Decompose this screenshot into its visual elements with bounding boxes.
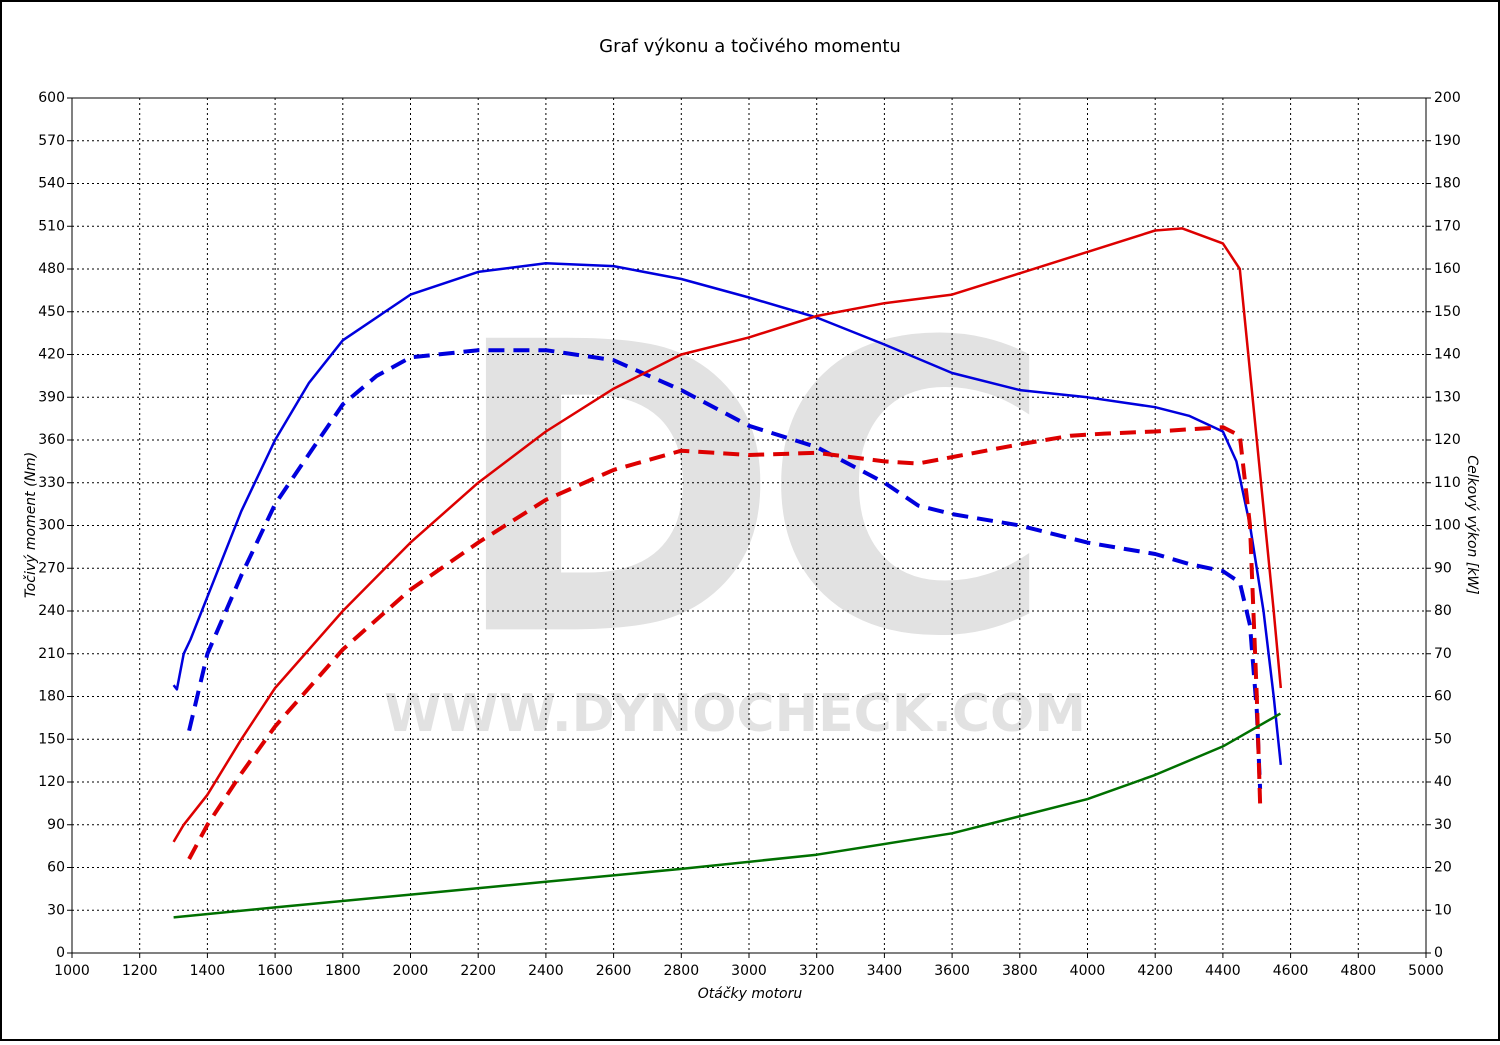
y2-tick-label: 190 xyxy=(1434,133,1461,149)
x-tick-label: 2000 xyxy=(393,963,429,979)
y-tick-label: 330 xyxy=(38,475,65,491)
y2-tick-label: 170 xyxy=(1434,218,1461,234)
y2-tick-label: 70 xyxy=(1434,646,1452,662)
plot-border xyxy=(71,97,1427,954)
y2-axis-label: Celkový výkon [kW] xyxy=(1464,455,1480,594)
series-line xyxy=(172,262,1283,766)
x-tick-label: 4400 xyxy=(1205,963,1241,979)
series-line xyxy=(187,425,1263,860)
x-tick-label: 5000 xyxy=(1408,963,1444,979)
y-tick-label: 120 xyxy=(38,774,65,790)
x-tick-label: 2200 xyxy=(460,963,496,979)
x-tick-label: 4000 xyxy=(1070,963,1106,979)
y-tick-label: 210 xyxy=(38,646,65,662)
y-tick-label: 30 xyxy=(47,902,65,918)
y2-tick-label: 180 xyxy=(1434,176,1461,192)
y2-tick-label: 120 xyxy=(1434,432,1461,448)
y-tick-label: 600 xyxy=(38,90,65,106)
x-tick-label: 1600 xyxy=(257,963,293,979)
y-tick-label: 450 xyxy=(38,304,65,320)
y2-tick-label: 90 xyxy=(1434,560,1452,576)
x-tick-label: 1200 xyxy=(122,963,158,979)
y2-tick-label: 140 xyxy=(1434,347,1461,363)
y-tick-label: 90 xyxy=(47,817,65,833)
watermark: DC WWW.DYNOCHECK.COM xyxy=(384,259,1086,744)
x-tick-label: 3200 xyxy=(799,963,835,979)
y-tick-label: 300 xyxy=(38,518,65,534)
x-tick-label: 4200 xyxy=(1137,963,1173,979)
x-tick-label: 1000 xyxy=(54,963,90,979)
watermark-url: WWW.DYNOCHECK.COM xyxy=(384,684,1086,744)
series-line xyxy=(173,712,1282,919)
y-tick-label: 240 xyxy=(38,603,65,619)
y-tick-label: 570 xyxy=(38,133,65,149)
x-tick-label: 3600 xyxy=(934,963,970,979)
x-tick-label: 2800 xyxy=(663,963,699,979)
y-tick-label: 270 xyxy=(38,560,65,576)
y2-tick-label: 100 xyxy=(1434,518,1461,534)
y-tick-label: 0 xyxy=(56,945,65,961)
series-line xyxy=(172,227,1283,843)
x-tick-label: 1400 xyxy=(190,963,226,979)
y2-tick-label: 10 xyxy=(1434,902,1452,918)
x-tick-label: 4800 xyxy=(1340,963,1376,979)
y-axis-label: Točivý moment (Nm) xyxy=(23,452,39,598)
chart-title: Graf výkonu a točivého momentu xyxy=(599,36,901,57)
y-tick-label: 60 xyxy=(47,860,65,876)
y2-tick-label: 130 xyxy=(1434,389,1461,405)
y2-tick-label: 0 xyxy=(1434,945,1443,961)
x-tick-label: 2400 xyxy=(528,963,564,979)
y-tick-label: 420 xyxy=(38,347,65,363)
x-tick-label: 1800 xyxy=(325,963,361,979)
y2-tick-label: 80 xyxy=(1434,603,1452,619)
y2-tick-label: 50 xyxy=(1434,731,1452,747)
y2-tick-label: 30 xyxy=(1434,817,1452,833)
y-tick-label: 510 xyxy=(38,218,65,234)
y-tick-label: 540 xyxy=(38,176,65,192)
y2-tick-label: 200 xyxy=(1434,90,1461,106)
x-tick-label: 3800 xyxy=(1002,963,1038,979)
y2-tick-label: 20 xyxy=(1434,860,1452,876)
y-tick-label: 180 xyxy=(38,689,65,705)
x-axis-label: Otáčky motoru xyxy=(698,986,803,1002)
x-tick-label: 4600 xyxy=(1273,963,1309,979)
watermark-logo: DC xyxy=(449,259,1035,724)
y2-tick-label: 40 xyxy=(1434,774,1452,790)
y-tick-label: 480 xyxy=(38,261,65,277)
y2-tick-label: 150 xyxy=(1434,304,1461,320)
x-tick-label: 3400 xyxy=(867,963,903,979)
x-tick-label: 2600 xyxy=(596,963,632,979)
y-tick-label: 360 xyxy=(38,432,65,448)
y2-tick-label: 60 xyxy=(1434,689,1452,705)
y-tick-label: 390 xyxy=(38,389,65,405)
x-tick-label: 3000 xyxy=(731,963,767,979)
y2-tick-label: 160 xyxy=(1434,261,1461,277)
series-line xyxy=(187,348,1263,790)
y2-tick-label: 110 xyxy=(1434,475,1461,491)
y-tick-label: 150 xyxy=(38,731,65,747)
